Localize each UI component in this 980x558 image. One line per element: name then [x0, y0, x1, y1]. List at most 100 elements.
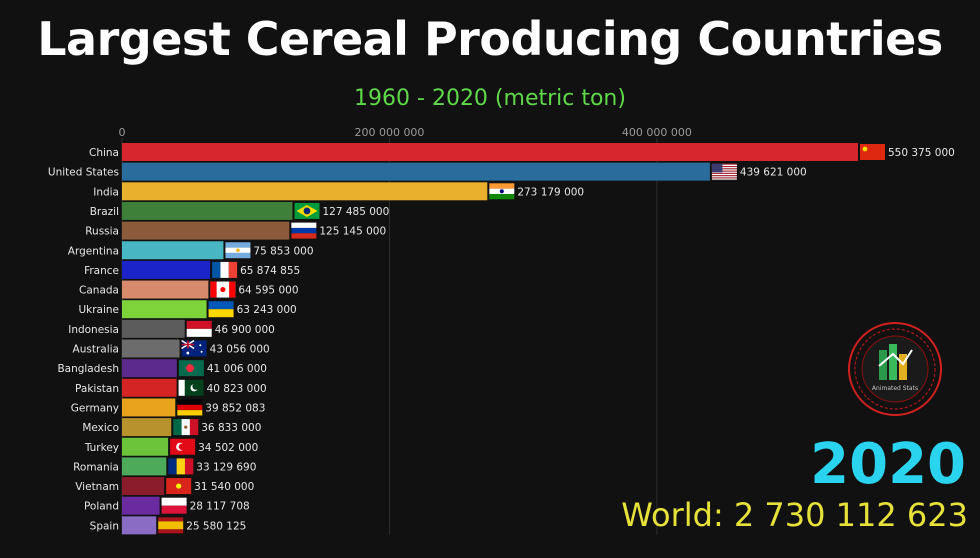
category-label: Turkey: [84, 442, 119, 454]
turkey-flag-icon: [170, 438, 196, 455]
india-flag-icon: [489, 183, 515, 200]
germany-flag-icon: [177, 399, 203, 416]
bar-row: Indonesia 46 900 000: [68, 319, 275, 338]
spain-flag-icon: [158, 517, 184, 534]
category-label: France: [84, 265, 119, 277]
bar: [122, 457, 167, 476]
bar: [122, 221, 290, 240]
brazil-flag-icon: [294, 202, 320, 219]
bar-row: Bangladesh 41 006 000: [57, 359, 267, 378]
value-label: 75 853 000: [253, 245, 313, 257]
bar: [122, 182, 488, 201]
category-label: Bangladesh: [57, 363, 119, 375]
bar: [122, 143, 858, 161]
ukraine-flag-icon: [208, 301, 234, 318]
pakistan-flag-icon: [178, 379, 204, 396]
bar-row: Poland 28 117 708: [84, 496, 250, 515]
value-label: 127 485 000: [322, 206, 389, 218]
bar-row: Mexico 36 833 000: [82, 418, 261, 437]
bar-row: Australia 43 056 000: [73, 339, 270, 358]
bar-row: India 273 179 000: [93, 182, 584, 201]
category-label: Vietnam: [75, 481, 119, 493]
bar: [122, 359, 177, 378]
bar-row: France 65 874 855: [84, 260, 300, 279]
category-label: United States: [48, 167, 119, 179]
value-label: 63 243 000: [237, 304, 297, 316]
value-label: 28 117 708: [190, 501, 250, 513]
bar: [122, 437, 169, 456]
bar-row: United States 439 621 000: [48, 162, 807, 181]
category-label: Germany: [71, 402, 119, 414]
category-label: Poland: [84, 501, 119, 513]
bar: [122, 300, 207, 319]
poland-flag-icon: [161, 497, 187, 514]
value-label: 31 540 000: [194, 481, 254, 493]
bangladesh-flag-icon: [178, 360, 204, 377]
chart-title: Largest Cereal Producing Countries: [37, 12, 943, 66]
value-label: 64 595 000: [238, 285, 298, 297]
bar-row: Brazil 127 485 000: [90, 201, 389, 220]
category-label: Ukraine: [78, 304, 119, 316]
value-label: 46 900 000: [215, 324, 275, 336]
bar: [122, 477, 165, 496]
bar: [122, 516, 157, 535]
value-label: 125 145 000: [319, 226, 386, 238]
bar-row: Spain 25 580 125: [90, 516, 246, 535]
bar: [122, 398, 176, 417]
bar: [122, 201, 293, 220]
value-label: 41 006 000: [207, 363, 267, 375]
bar-row: Ukraine 63 243 000: [78, 300, 297, 319]
value-label: 43 056 000: [210, 344, 270, 356]
x-tick-label: 0: [119, 126, 126, 139]
x-tick-label: 400 000 000: [622, 126, 692, 139]
category-label: Brazil: [90, 206, 119, 218]
bar: [122, 280, 209, 299]
bar-row: Turkey 34 502 000: [84, 437, 258, 456]
category-label: Russia: [85, 226, 119, 238]
bar: [122, 260, 211, 279]
bar-row: Vietnam 31 540 000: [75, 477, 254, 496]
china-flag-icon: [860, 144, 885, 160]
france-flag-icon: [212, 261, 238, 278]
category-label: Indonesia: [68, 324, 119, 336]
bar-row: Russia 125 145 000: [85, 221, 386, 240]
bar: [122, 418, 172, 437]
value-label: 273 179 000: [517, 186, 584, 198]
bar: [122, 339, 180, 358]
chart-subtitle: 1960 - 2020 (metric ton): [354, 86, 626, 111]
value-label: 550 375 000: [888, 147, 955, 159]
value-label: 65 874 855: [240, 265, 300, 277]
bar: [122, 496, 160, 515]
romania-flag-icon: [168, 458, 194, 475]
bar-row: Romania 33 129 690: [73, 457, 256, 476]
argentina-flag-icon: [225, 242, 251, 259]
bar-row: Germany 39 852 083: [71, 398, 265, 417]
russia-flag-icon: [291, 222, 317, 239]
category-label: Romania: [73, 461, 119, 473]
bar: [122, 162, 710, 181]
indonesia-flag-icon: [186, 320, 212, 337]
canada-flag-icon: [210, 281, 236, 298]
bar-row: Canada 64 595 000: [79, 280, 299, 299]
category-label: Mexico: [82, 422, 119, 434]
bar: [122, 378, 177, 397]
bar: [122, 241, 224, 260]
mexico-flag-icon: [173, 419, 199, 436]
value-label: 36 833 000: [201, 422, 261, 434]
australia-flag-icon: [181, 339, 207, 357]
logo-text: Animated Stats: [872, 385, 918, 392]
bar: [122, 319, 185, 338]
value-label: 25 580 125: [186, 520, 246, 532]
year-label: 2020: [810, 432, 966, 497]
category-label: India: [93, 186, 119, 198]
bar-row: Argentina 75 853 000: [68, 241, 314, 260]
category-label: China: [89, 147, 119, 159]
category-label: Argentina: [68, 245, 119, 257]
value-label: 33 129 690: [196, 461, 256, 473]
value-label: 39 852 083: [205, 402, 265, 414]
category-label: Pakistan: [75, 383, 119, 395]
united-states-flag-icon: [711, 163, 737, 180]
category-label: Spain: [90, 520, 119, 532]
animated-stats-logo-icon: Animated Stats: [848, 322, 942, 416]
